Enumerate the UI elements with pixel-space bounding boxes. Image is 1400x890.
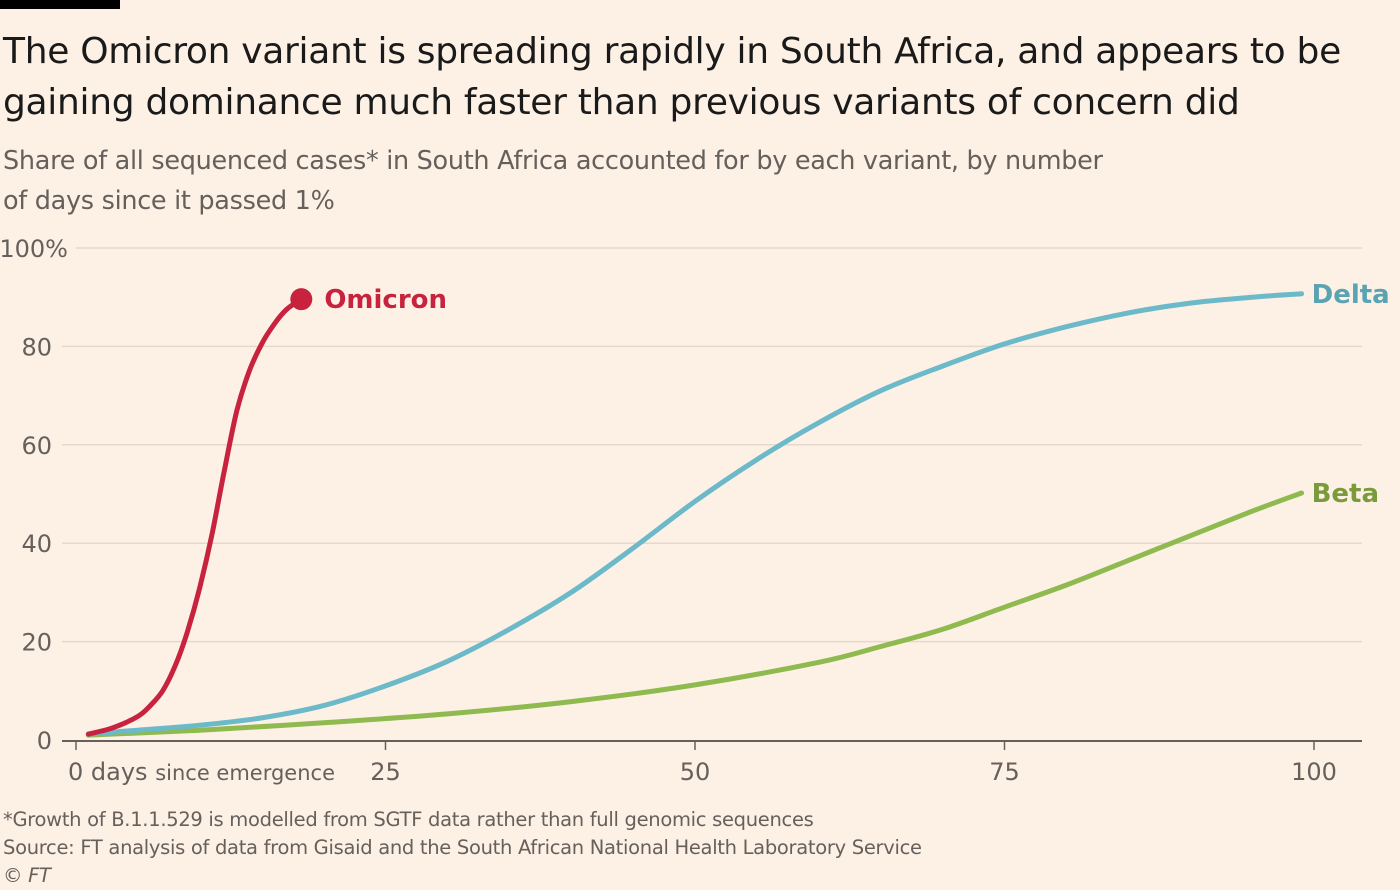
series-line-beta <box>85 490 1305 738</box>
x-tick-value: 0 days <box>68 758 155 786</box>
methodology-note: *Growth of B.1.1.529 is modelled from SG… <box>3 808 814 831</box>
series-lines <box>85 288 1305 738</box>
series-line-omicron <box>85 296 304 737</box>
y-axis-ticks: 0 20 40 60 80 100% <box>0 235 68 755</box>
series-end-marker-omicron <box>290 288 313 311</box>
footnotes: *Growth of B.1.1.529 is modelled from SG… <box>3 806 1303 890</box>
x-tick-label: 100 <box>1291 758 1337 786</box>
y-tick-label: 40 <box>21 530 52 558</box>
series-label-delta: Delta <box>1312 280 1390 310</box>
y-tick-label: 0 <box>37 727 52 755</box>
ft-brand-bar <box>0 0 120 9</box>
y-tick-label: 60 <box>21 432 52 460</box>
y-tick-label: 80 <box>21 333 52 361</box>
x-tick-label: 25 <box>370 758 401 786</box>
chart-title: The Omicron variant is spreading rapidly… <box>3 31 1341 123</box>
chart-subtitle: Share of all sequenced cases* in South A… <box>3 146 1103 216</box>
source-note: Source: FT analysis of data from Gisaid … <box>3 836 922 859</box>
x-tick-label: 75 <box>989 758 1020 786</box>
x-axis: 0 days since emergence 25 50 75 100 <box>62 740 1362 786</box>
copyright: © FT <box>3 864 51 887</box>
series-label-beta: Beta <box>1312 479 1379 509</box>
series-line-delta <box>85 291 1305 737</box>
x-tick-label: 50 <box>680 758 711 786</box>
gridlines <box>62 247 1362 643</box>
y-tick-label: 20 <box>21 629 52 657</box>
x-tick-label: 0 days since emergence <box>68 758 335 786</box>
series-label-omicron: Omicron <box>324 285 447 315</box>
y-tick-label: 100% <box>0 235 68 263</box>
x-axis-unit: since emergence <box>155 761 335 785</box>
series-labels: Beta Delta Omicron <box>324 280 1389 509</box>
